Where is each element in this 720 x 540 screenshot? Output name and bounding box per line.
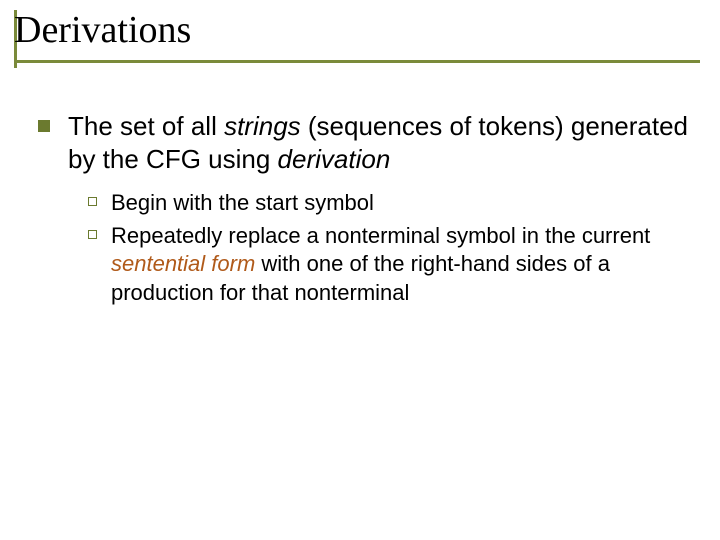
level2-text: Begin with the start symbol [111, 189, 374, 218]
accent-phrase: sentential form [111, 251, 255, 276]
slide-title: Derivations [14, 8, 700, 58]
text-segment: Repeatedly replace a nonterminal symbol … [111, 223, 650, 248]
text-segment: The set of all [68, 111, 224, 141]
level2-text: Repeatedly replace a nonterminal symbol … [111, 222, 690, 308]
level2-group: Begin with the start symbol Repeatedly r… [88, 189, 690, 307]
level1-text: The set of all strings (sequences of tok… [68, 110, 690, 175]
hollow-square-bullet-icon [88, 230, 97, 239]
bullet-level2: Repeatedly replace a nonterminal symbol … [88, 222, 690, 308]
italic-word: derivation [278, 144, 391, 174]
slide: Derivations The set of all strings (sequ… [0, 0, 720, 540]
italic-word: strings [224, 111, 301, 141]
bullet-level2: Begin with the start symbol [88, 189, 690, 218]
title-underline [14, 60, 700, 63]
bullet-level1: The set of all strings (sequences of tok… [38, 110, 690, 175]
square-bullet-icon [38, 120, 50, 132]
content-region: The set of all strings (sequences of tok… [38, 110, 690, 311]
title-region: Derivations [14, 8, 700, 63]
hollow-square-bullet-icon [88, 197, 97, 206]
